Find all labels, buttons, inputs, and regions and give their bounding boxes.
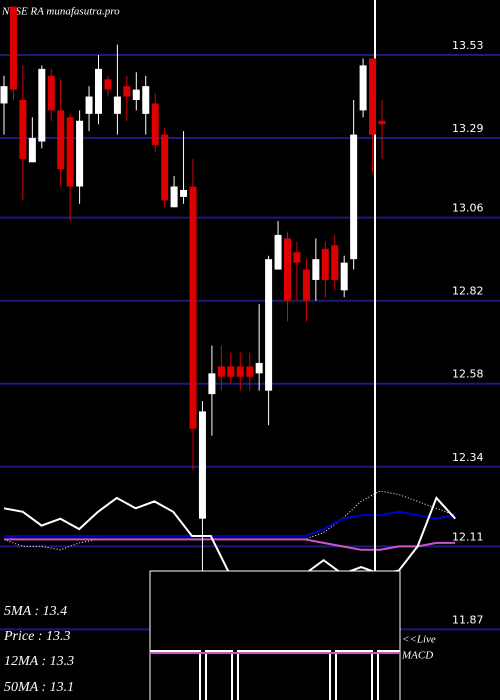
y-tick-label: 12.58 (452, 368, 484, 381)
candle-body (246, 366, 254, 377)
candle-body (95, 68, 102, 114)
candle-body (76, 120, 84, 187)
macd-label: MACD (401, 650, 433, 662)
candle-body (9, 6, 17, 90)
candle-body (161, 134, 169, 201)
candle-body (170, 186, 178, 208)
indicator-line (4, 538, 456, 551)
candle-body (359, 65, 367, 111)
legend-item: Price : 13.3 (3, 629, 70, 644)
candle-body (142, 86, 150, 114)
candle-body (331, 245, 339, 280)
candle-body (28, 138, 36, 163)
indicator-line (4, 510, 456, 537)
grid: 13.53 13.29 13.06 12.82 12.58 12.34 12.11 11.87 (0, 39, 500, 631)
y-tick-label: 11.87 (452, 613, 484, 626)
candle-body (274, 234, 282, 270)
candle-body (198, 411, 206, 519)
macd-line (150, 650, 400, 700)
candle-body (104, 79, 112, 90)
y-tick-label: 12.34 (452, 451, 484, 464)
candle-body (350, 134, 358, 260)
candle-body (180, 189, 188, 197)
legend-item: 5MA : 13.4 (4, 604, 67, 619)
candle-body (321, 248, 329, 280)
candle-body (189, 186, 197, 429)
candle-body (208, 373, 216, 395)
legend-item: 12MA : 13.3 (4, 654, 74, 669)
candle-body (85, 96, 93, 114)
candle-body (123, 86, 131, 97)
macd-box (149, 570, 401, 700)
candle-body (236, 366, 244, 377)
macd-label: <<Live (402, 634, 436, 646)
legend-item: 50MA : 13.1 (4, 680, 74, 695)
macd-panel (149, 570, 401, 700)
candle-body (340, 262, 348, 291)
candle-body (265, 259, 273, 391)
candle-body (293, 252, 301, 263)
candles (0, 6, 386, 592)
candle-body (217, 366, 225, 377)
candle-body (227, 366, 235, 377)
candle-body (369, 58, 377, 135)
y-tick-label: 13.53 (452, 39, 484, 52)
candle-body (378, 120, 386, 125)
candle-body (113, 96, 121, 114)
candle-body (312, 259, 320, 280)
candle-body (19, 100, 27, 159)
y-tick-label: 12.82 (452, 285, 484, 298)
y-tick-label: 12.11 (452, 530, 484, 543)
candle-body (284, 238, 291, 301)
candle-body (302, 269, 310, 301)
chart-title: NYSE RA munafasutra.pro (1, 6, 120, 18)
candle-body (255, 362, 263, 374)
y-tick-label: 13.06 (452, 202, 484, 215)
candle-body (132, 89, 140, 100)
candle-body (38, 68, 46, 142)
y-tick-label: 13.29 (452, 122, 484, 135)
candle-body (57, 110, 65, 170)
candle-body (0, 86, 8, 104)
candle-body (66, 117, 74, 187)
candle-body (47, 75, 55, 111)
candle-body (151, 103, 159, 145)
